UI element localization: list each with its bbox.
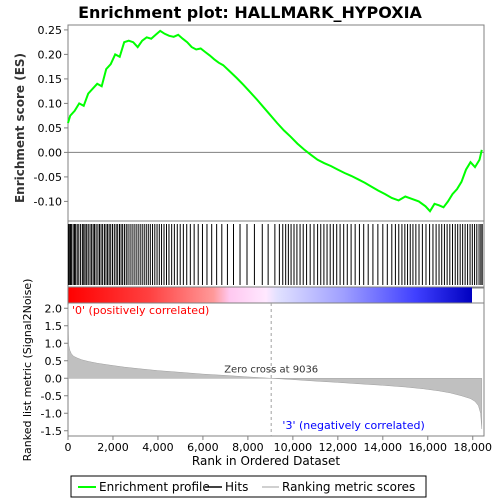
metric-y-axis-label: Ranked list metric (Signal2Noise) bbox=[21, 279, 34, 462]
legend-label-ranking: Ranking metric scores bbox=[282, 480, 415, 494]
x-tick-label: 14,000 bbox=[364, 441, 403, 454]
x-tick-label: 10,000 bbox=[274, 441, 313, 454]
es-y-tick-label: 0.25 bbox=[38, 24, 63, 37]
es-y-tick-label: 0.00 bbox=[38, 146, 63, 159]
hits-panel bbox=[67, 220, 485, 289]
ranked-metric-panel: Zero cross at 9036 '0' (positively corre… bbox=[21, 279, 492, 468]
metric-y-tick-label: -1.0 bbox=[41, 407, 62, 420]
x-tick-label: 18,000 bbox=[454, 441, 493, 454]
metric-y-tick-label: 0.0 bbox=[45, 372, 63, 385]
positively-correlated-label: '0' (positively correlated) bbox=[72, 304, 209, 317]
metric-y-tick-label: 2.0 bbox=[45, 302, 63, 315]
es-y-tick-label: 0.20 bbox=[38, 48, 63, 61]
ranking-metric-area bbox=[67, 304, 483, 430]
es-y-tick-label: -0.05 bbox=[34, 171, 62, 184]
es-y-axis-label: Enrichment score (ES) bbox=[13, 53, 27, 203]
metric-y-tick-label: -0.5 bbox=[41, 390, 62, 403]
x-tick-label: 0 bbox=[65, 441, 72, 454]
hit-lines bbox=[67, 224, 483, 285]
es-y-tick-label: 0.10 bbox=[38, 97, 63, 110]
es-y-ticks: 0.25 0.20 0.15 0.10 0.05 0.00 -0.05 -0.10 bbox=[34, 24, 68, 208]
x-axis-label: Rank in Ordered Dataset bbox=[192, 454, 340, 468]
es-y-tick-label: -0.10 bbox=[34, 195, 62, 208]
legend-box bbox=[70, 475, 427, 498]
metric-y-tick-label: -1.5 bbox=[41, 425, 62, 438]
metric-y-tick-label: 1.0 bbox=[45, 337, 63, 350]
x-tick-label: 8,000 bbox=[232, 441, 264, 454]
x-tick-label: 12,000 bbox=[319, 441, 358, 454]
legend-label-hits: Hits bbox=[225, 480, 248, 494]
x-tick-label: 6,000 bbox=[187, 441, 219, 454]
metric-x-ticks: 0 2,000 4,000 6,000 8,000 10,000 12,000 14,000 1… bbox=[65, 436, 493, 454]
legend-label-enrichment: Enrichment profile bbox=[99, 480, 210, 494]
metric-y-ticks: 2.0 1.5 1.0 0.5 0.0 -0.5 -1.0 -1.5 bbox=[41, 302, 68, 438]
chart-title: Enrichment plot: HALLMARK_HYPOXIA bbox=[78, 3, 422, 22]
enrichment-profile-panel: 0.25 0.20 0.15 0.10 0.05 0.00 -0.05 -0.10 Enric… bbox=[13, 24, 485, 222]
legend: Enrichment profile Hits Ranking metric s… bbox=[70, 475, 427, 498]
es-y-tick-label: 0.05 bbox=[38, 122, 63, 135]
x-tick-label: 16,000 bbox=[409, 441, 448, 454]
ranking-gradient bbox=[68, 287, 472, 303]
enrichment-profile-line bbox=[67, 29, 483, 213]
x-tick-label: 4,000 bbox=[142, 441, 174, 454]
metric-y-tick-label: 1.5 bbox=[45, 320, 63, 333]
ranking-color-bar bbox=[67, 286, 485, 304]
metric-y-tick-label: 0.5 bbox=[45, 355, 63, 368]
x-tick-label: 2,000 bbox=[97, 441, 129, 454]
es-y-tick-label: 0.15 bbox=[38, 73, 63, 86]
negatively-correlated-label: '3' (negatively correlated) bbox=[282, 419, 424, 432]
zero-cross-label: Zero cross at 9036 bbox=[224, 364, 318, 375]
